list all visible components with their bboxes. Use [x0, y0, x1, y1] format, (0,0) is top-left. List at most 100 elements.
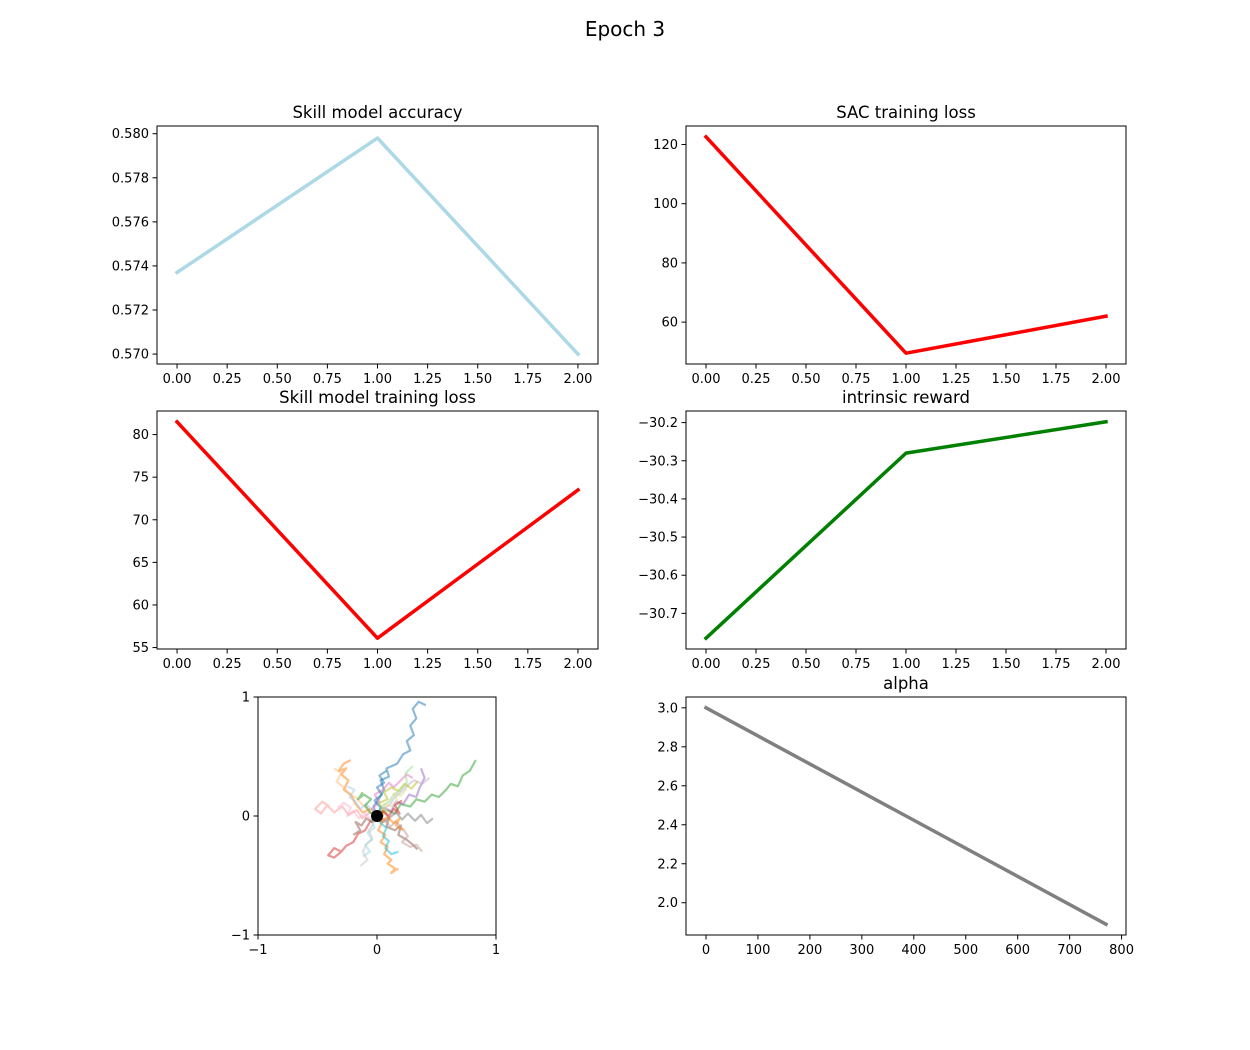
trajectory-line [352, 815, 378, 836]
trajectory-line [372, 700, 427, 817]
sac-loss-xtick-label: 1.50 [992, 372, 1021, 387]
intrinsic-reward-xtick-label: 1.25 [942, 657, 971, 672]
alpha-xtick-label: 100 [746, 943, 771, 958]
skill-acc-ytick-label: 0.580 [112, 127, 149, 142]
trajectory-line [376, 765, 414, 817]
skill-train-loss-xtick-label: 2.00 [563, 657, 592, 672]
trajectory-line [376, 815, 399, 856]
intrinsic-reward-ytick-label: −30.3 [638, 454, 678, 469]
skill-acc-subplot: 0.00 0.25 0.50 0.75 1.00 1.25 1.50 1.75 2.00 0.57… [112, 103, 599, 387]
skill-acc-ytick-label: 0.574 [112, 259, 149, 274]
alpha-xtick-label: 0 [702, 943, 710, 958]
alpha-ytick-label: 3.0 [657, 701, 678, 716]
alpha-xtick-label: 400 [901, 943, 926, 958]
alpha-axes-frame [685, 696, 1127, 936]
intrinsic-reward-xtick-label: 0.75 [842, 657, 871, 672]
subplots: 0.00 0.25 0.50 0.75 1.00 1.25 1.50 1.75 2.000.57… [112, 103, 1134, 958]
sac-loss-data [703, 134, 1109, 355]
skill-train-loss-xtick-label: 1.50 [463, 657, 492, 672]
sac-loss-xtick-label: 0.50 [792, 372, 821, 387]
sac-loss-ytick-label: 80 [661, 256, 678, 271]
trajectory-line [376, 815, 424, 853]
skill-train-loss-ytick-label: 75 [132, 471, 149, 486]
trajectory-line [376, 799, 403, 818]
skill-train-loss-xtick-label: 1.25 [413, 657, 442, 672]
intrinsic-reward-data [703, 419, 1108, 641]
alpha-series-line [703, 705, 1109, 927]
alpha-ytick-label: 2.0 [657, 896, 678, 911]
trajectory-line [376, 787, 408, 817]
alpha-data [703, 705, 1109, 927]
skill-train-loss-xtick-label: 0.75 [313, 657, 342, 672]
intrinsic-reward-xtick-label: 0.00 [692, 657, 721, 672]
intrinsic-reward-ytick-label: −30.6 [638, 569, 678, 584]
trajectory-line [356, 791, 378, 817]
alpha-xtick-label: 500 [953, 943, 978, 958]
skill-train-loss-xtick-label: 1.00 [363, 657, 392, 672]
trajectory-line [337, 759, 378, 817]
trajectories-xtick-label: −1 [248, 943, 267, 958]
intrinsic-reward-xtick-label: 1.00 [892, 657, 921, 672]
trajectory-line [371, 773, 414, 817]
alpha-ytick-label: 2.4 [657, 818, 678, 833]
sac-loss-title: SAC training loss [836, 103, 976, 122]
skill-acc-xtick-label: 2.00 [563, 372, 592, 387]
intrinsic-reward-xtick-label: 0.50 [792, 657, 821, 672]
intrinsic-reward-xtick-label: 1.75 [1042, 657, 1071, 672]
skill-train-loss-ytick-label: 70 [132, 513, 149, 528]
intrinsic-reward-ytick-label: −30.7 [638, 607, 678, 622]
skill-train-loss-series-line [174, 419, 581, 640]
skill-acc-xtick-label: 0.25 [213, 372, 242, 387]
intrinsic-reward-xtick-label: 0.25 [742, 657, 771, 672]
trajectory-line [376, 811, 404, 832]
skill-train-loss-data [174, 419, 581, 640]
intrinsic-reward-series-line [703, 419, 1108, 641]
trajectories-xtick-label: 1 [492, 943, 500, 958]
sac-loss-xtick-label: 1.00 [892, 372, 921, 387]
skill-train-loss-ytick-label: 60 [132, 598, 149, 613]
skill-acc-series-line [174, 136, 581, 357]
intrinsic-reward-xtick-label: 1.50 [992, 657, 1021, 672]
trajectory-line [314, 800, 378, 820]
skill-acc-xtick-label: 1.50 [463, 372, 492, 387]
origin-point [371, 810, 383, 822]
alpha-xtick-label: 800 [1109, 943, 1134, 958]
skill-train-loss-xtick-label: 0.50 [263, 657, 292, 672]
intrinsic-reward-ytick-label: −30.2 [638, 416, 678, 431]
sac-loss-subplot: 0.00 0.25 0.50 0.75 1.00 1.25 1.50 1.75 2.00 60 80… [653, 103, 1127, 387]
trajectory-line [359, 815, 379, 867]
sac-loss-xtick-label: 1.75 [1042, 372, 1071, 387]
alpha-ytick-label: 2.8 [657, 740, 678, 755]
intrinsic-reward-ytick-label: −30.4 [638, 492, 678, 507]
trajectories-subplot: −1 0 1 −1 0 1 [231, 691, 500, 959]
skill-train-loss-xtick-label: 0.00 [163, 657, 192, 672]
alpha-xtick-label: 200 [797, 943, 822, 958]
trajectory-line [346, 785, 378, 817]
skill-acc-ytick-label: 0.576 [112, 215, 149, 230]
alpha-subplot: 0 100 200 300 400 500 600 700 800 2.0 2.2 2.4 2.6 2.8… [657, 674, 1134, 958]
skill-train-loss-xtick-label: 1.75 [513, 657, 542, 672]
sac-loss-ytick-label: 60 [661, 316, 678, 331]
trajectory-line [373, 769, 388, 817]
skill-train-loss-xtick-label: 0.25 [213, 657, 242, 672]
trajectories-data [314, 700, 477, 875]
sac-loss-ytick-label: 120 [653, 138, 678, 153]
figure-suptitle: Epoch 3 [585, 17, 665, 41]
sac-loss-xtick-label: 0.25 [742, 372, 771, 387]
skill-acc-ytick-label: 0.570 [112, 348, 149, 363]
alpha-ytick-label: 2.6 [657, 779, 678, 794]
intrinsic-reward-xtick-label: 2.00 [1092, 657, 1121, 672]
skill-train-loss-title: Skill model training loss [279, 388, 476, 407]
skill-acc-xtick-label: 0.75 [313, 372, 342, 387]
trajectory-line [337, 801, 378, 821]
trajectories-ytick-label: −1 [231, 929, 250, 944]
skill-acc-xtick-label: 1.25 [413, 372, 442, 387]
intrinsic-reward-title: intrinsic reward [842, 388, 970, 407]
skill-acc-title: Skill model accuracy [292, 103, 462, 122]
skill-acc-data [174, 136, 581, 357]
trajectories-ytick-label: 1 [242, 691, 250, 706]
sac-loss-xtick-label: 0.75 [842, 372, 871, 387]
intrinsic-reward-subplot: 0.00 0.25 0.50 0.75 1.00 1.25 1.50 1.75 2.00 −30.… [638, 388, 1127, 672]
